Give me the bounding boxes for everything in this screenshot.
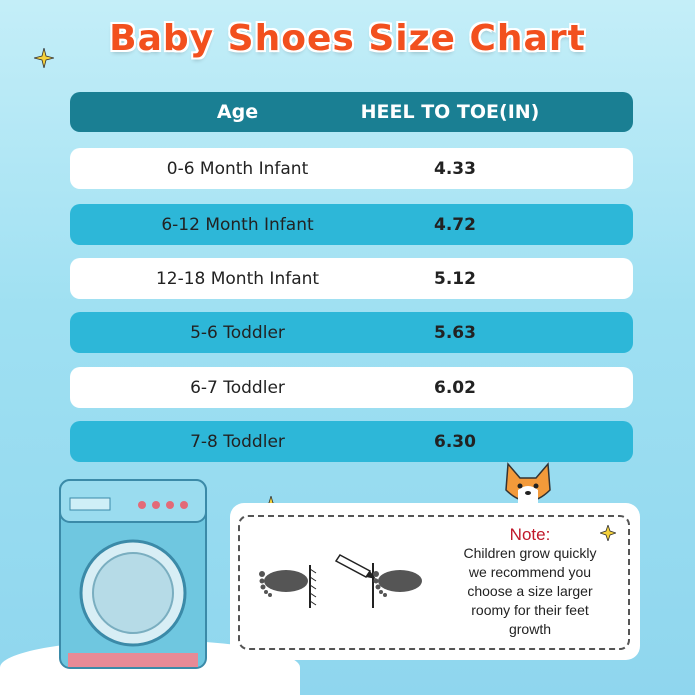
table-row: 0-6 Month Infant 4.33 [70, 148, 633, 189]
note-card: Note: Children grow quickly we recommend… [230, 503, 640, 660]
note-line: growth [508, 621, 552, 637]
age-cell: 0-6 Month Infant [166, 158, 309, 179]
size-cell: 5.63 [434, 322, 476, 343]
table-row: 12-18 Month Infant 5.12 [70, 258, 633, 299]
corgi-illustration [505, 462, 551, 504]
page-title: Baby Shoes Size Chart [109, 18, 586, 59]
footprint-icon [373, 570, 422, 597]
sparkle-icon [34, 48, 54, 68]
washing-machine-illustration [59, 479, 207, 669]
note-dashed-border [238, 515, 630, 650]
age-cell: 6-7 Toddler [190, 377, 285, 398]
size-cell: 6.30 [434, 431, 476, 452]
note-line: choose a size larger [467, 583, 593, 599]
note-heading: Note: [509, 525, 551, 544]
note-line: Children grow quickly [463, 545, 597, 561]
size-cell: 5.12 [434, 268, 476, 289]
foot-measure-illustration [259, 554, 422, 608]
size-cell: 4.72 [434, 214, 476, 235]
pencil-icon [334, 554, 376, 579]
header-age: Age [216, 101, 259, 123]
size-cell: 4.33 [434, 158, 476, 179]
table-row: 7-8 Toddler 6.30 [70, 421, 633, 462]
size-cell: 6.02 [434, 377, 476, 398]
note-text: Note: Children grow quickly we recommend… [440, 525, 620, 639]
footprint-icon [259, 570, 308, 597]
table-header: Age HEEL TO TOE(IN) [70, 92, 633, 132]
note-line: we recommend you [468, 564, 592, 580]
header-heel-to-toe: HEEL TO TOE(IN) [360, 101, 540, 123]
age-cell: 7-8 Toddler [190, 431, 285, 452]
age-cell: 6-12 Month Infant [161, 214, 314, 235]
table-row: 5-6 Toddler 5.63 [70, 312, 633, 353]
sparkle-icon [600, 525, 616, 541]
note-line: roomy for their feet [471, 602, 589, 618]
age-cell: 12-18 Month Infant [155, 268, 320, 289]
table-row: 6-12 Month Infant 4.72 [70, 204, 633, 245]
age-cell: 5-6 Toddler [190, 322, 285, 343]
table-row: 6-7 Toddler 6.02 [70, 367, 633, 408]
